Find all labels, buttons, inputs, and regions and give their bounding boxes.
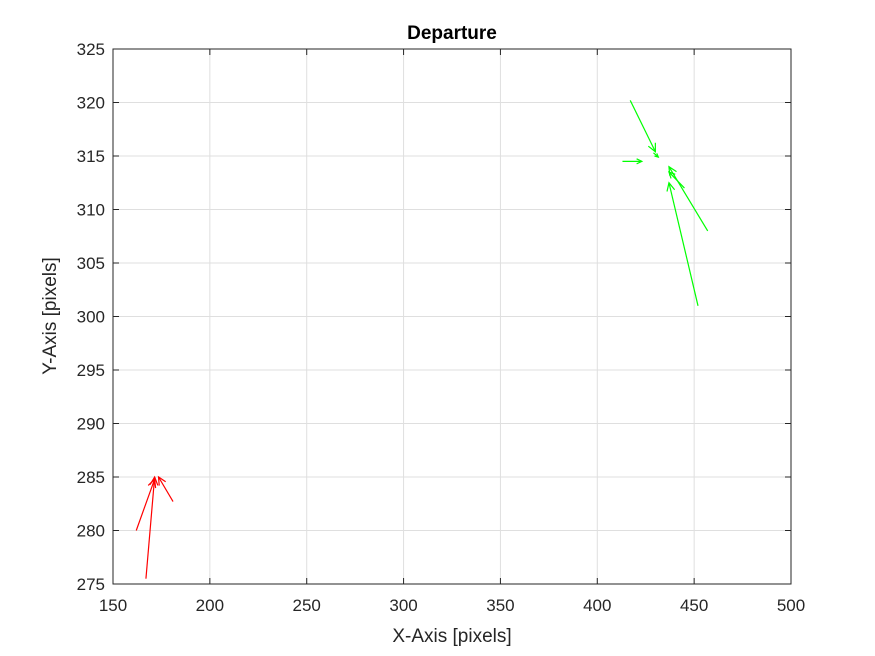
vector-shaft	[629, 100, 656, 152]
vector-arrow	[666, 181, 699, 306]
vector-arrow	[622, 158, 644, 165]
x-tick-label: 250	[293, 596, 321, 615]
vector-arrow	[157, 475, 174, 502]
vector-series	[622, 100, 709, 306]
x-axis-label: X-Axis [pixels]	[392, 626, 511, 647]
vector-shaft	[135, 478, 156, 531]
y-tick-label: 315	[77, 147, 105, 166]
x-tick-label: 400	[583, 596, 611, 615]
y-tick-label: 295	[77, 361, 105, 380]
y-axis-ticks: 275 280 285 290 295 300 305 310 315 320 325	[77, 40, 791, 594]
y-axis-label: Y-Axis [pixels]	[40, 257, 61, 375]
vector-arrow	[145, 475, 159, 579]
vector-head	[636, 158, 644, 165]
y-tick-label: 300	[77, 308, 105, 327]
x-tick-label: 500	[777, 596, 805, 615]
x-tick-label: 350	[486, 596, 514, 615]
vector-series	[135, 475, 174, 579]
vector-head	[149, 475, 159, 486]
vector-arrow	[653, 152, 660, 158]
y-tick-label: 325	[77, 40, 105, 59]
y-tick-label: 285	[77, 468, 105, 487]
vector-head	[157, 475, 166, 486]
vector-shaft	[668, 166, 709, 232]
y-tick-label: 310	[77, 201, 105, 220]
x-tick-label: 450	[680, 596, 708, 615]
vector-head	[668, 171, 676, 179]
chart-title: Departure	[407, 23, 497, 44]
x-axis-ticks: 150 200 250 300 350 400 450 500	[99, 49, 805, 615]
x-tick-label: 150	[99, 596, 127, 615]
vector-field	[135, 100, 709, 579]
y-tick-label: 320	[77, 94, 105, 113]
y-tick-label: 290	[77, 415, 105, 434]
vector-arrow	[668, 171, 685, 189]
vector-arrow	[629, 100, 657, 153]
vector-shaft	[668, 182, 699, 306]
vector-head	[647, 142, 657, 153]
vector-shaft	[158, 476, 174, 502]
y-tick-label: 280	[77, 522, 105, 541]
vector-head	[654, 153, 660, 158]
x-tick-label: 200	[196, 596, 224, 615]
vector-shaft	[668, 171, 685, 189]
y-tick-label: 305	[77, 254, 105, 273]
y-tick-label: 275	[77, 575, 105, 594]
vector-head	[666, 181, 676, 192]
x-tick-label: 300	[389, 596, 417, 615]
vector-shaft	[145, 476, 156, 579]
